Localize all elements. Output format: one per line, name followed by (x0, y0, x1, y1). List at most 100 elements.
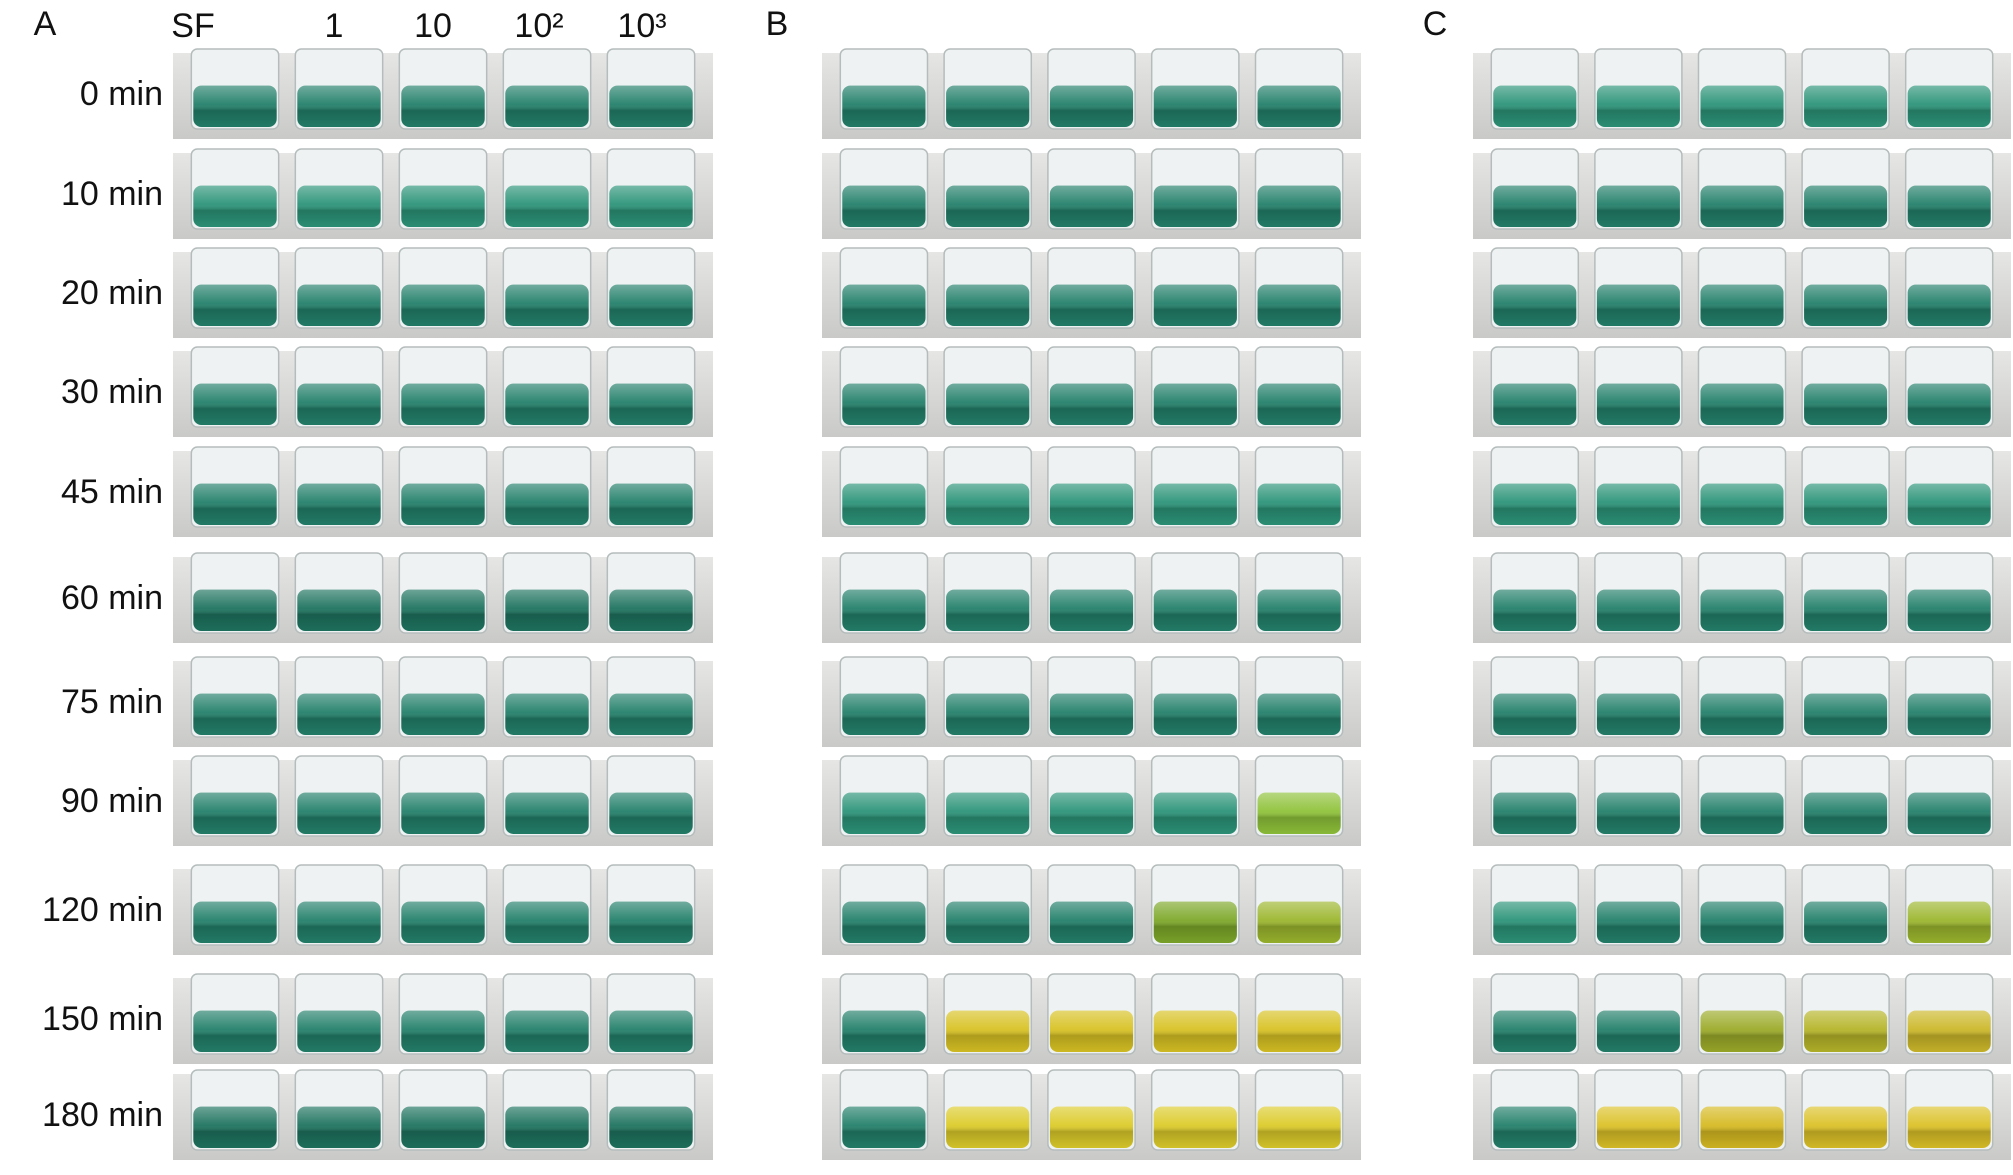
vial-shade (1049, 284, 1134, 326)
vial-shade (1804, 1106, 1888, 1148)
vial-shade (946, 693, 1030, 735)
vial-shade (1700, 383, 1784, 425)
vial-shade (1257, 589, 1341, 631)
vial-shade (946, 589, 1030, 631)
vial-shade (505, 693, 589, 735)
vial-shade (505, 1106, 589, 1148)
vial-shade (1153, 483, 1237, 525)
vial-shade (297, 589, 381, 631)
vial-shade (1907, 383, 1991, 425)
vial-shade (1257, 1010, 1341, 1052)
vial-shade (1907, 85, 1991, 127)
vial-shade (1907, 901, 1991, 943)
column-header: SF (171, 7, 214, 45)
vial-shade (1257, 284, 1341, 326)
vial-shade (1493, 383, 1577, 425)
vial-shade (1700, 185, 1784, 227)
vial-shade (1700, 792, 1784, 834)
panel-label: A (34, 5, 57, 43)
vial-shade (1700, 901, 1784, 943)
column-header: 10 (414, 7, 452, 45)
vial-shade (1596, 901, 1680, 943)
vial-shade (1596, 85, 1680, 127)
vial-shade (401, 185, 485, 227)
vial-shade (1049, 1010, 1134, 1052)
panel-label: C (1423, 5, 1448, 43)
vial-shade (1049, 589, 1134, 631)
vial-shade (193, 1010, 277, 1052)
vial-shade (1257, 901, 1341, 943)
vial-shade (505, 383, 589, 425)
row-label: 30 min (61, 373, 163, 411)
vial-shade (609, 1010, 693, 1052)
vial-shade (193, 85, 277, 127)
vial-shade (946, 901, 1030, 943)
vial-shade (842, 792, 926, 834)
vial-shade (297, 383, 381, 425)
vial-shade (842, 284, 926, 326)
vial-shade (1596, 693, 1680, 735)
vial-shade (1700, 589, 1784, 631)
vial-shade (1049, 185, 1134, 227)
vial-shade (193, 284, 277, 326)
vial-shade (1257, 185, 1341, 227)
vial-shade (842, 589, 926, 631)
vial-shade (193, 1106, 277, 1148)
vial-shade (609, 693, 693, 735)
vial-shade (1257, 383, 1341, 425)
vial-shade (1493, 693, 1577, 735)
row-label: 120 min (42, 891, 163, 929)
row-label: 90 min (61, 782, 163, 820)
vial-shade (505, 85, 589, 127)
vial-shade (1804, 383, 1888, 425)
vial-shade (609, 589, 693, 631)
row-label: 75 min (61, 683, 163, 721)
panel-label: B (766, 5, 789, 43)
vial-shade (609, 901, 693, 943)
vial-shade (297, 1106, 381, 1148)
vial-shade (1049, 792, 1134, 834)
vial-shade (401, 693, 485, 735)
vial-shade (842, 1010, 926, 1052)
vial-shade (1907, 693, 1991, 735)
vial-shade (1049, 901, 1134, 943)
row-label: 0 min (80, 75, 163, 113)
row-label: 60 min (61, 579, 163, 617)
vial-shade (1804, 792, 1888, 834)
vial-shade (1700, 693, 1784, 735)
vial-shade (946, 383, 1030, 425)
vial-shade (401, 284, 485, 326)
vial-shade (842, 85, 926, 127)
vial-shade (1049, 693, 1134, 735)
vial-shade (1596, 185, 1680, 227)
vial-shade (609, 185, 693, 227)
vial-shade (946, 284, 1030, 326)
vial-shade (946, 85, 1030, 127)
vial-shade (1257, 792, 1341, 834)
vial-shade (1907, 185, 1991, 227)
vial-shade (946, 792, 1030, 834)
vial-shade (609, 383, 693, 425)
vial-shade (1700, 1106, 1784, 1148)
column-header: 10³ (617, 7, 666, 45)
vial-shade (842, 185, 926, 227)
row-label: 180 min (42, 1096, 163, 1134)
vial-shade (1493, 901, 1577, 943)
vial-shade (1153, 383, 1237, 425)
vial-shade (1493, 589, 1577, 631)
vial-shade (505, 284, 589, 326)
vial-shade (1804, 85, 1888, 127)
vial-shade (297, 693, 381, 735)
vial-shade (842, 483, 926, 525)
row-label: 20 min (61, 274, 163, 312)
vial-shade (1153, 1106, 1237, 1148)
vial-shade (1596, 792, 1680, 834)
vial-shade (1493, 85, 1577, 127)
vial-shade (1049, 383, 1134, 425)
vial-shade (1804, 1010, 1888, 1052)
vial-shade (842, 1106, 926, 1148)
vial-shade (1493, 792, 1577, 834)
vial-shade (1257, 85, 1341, 127)
vial-shade (1493, 185, 1577, 227)
